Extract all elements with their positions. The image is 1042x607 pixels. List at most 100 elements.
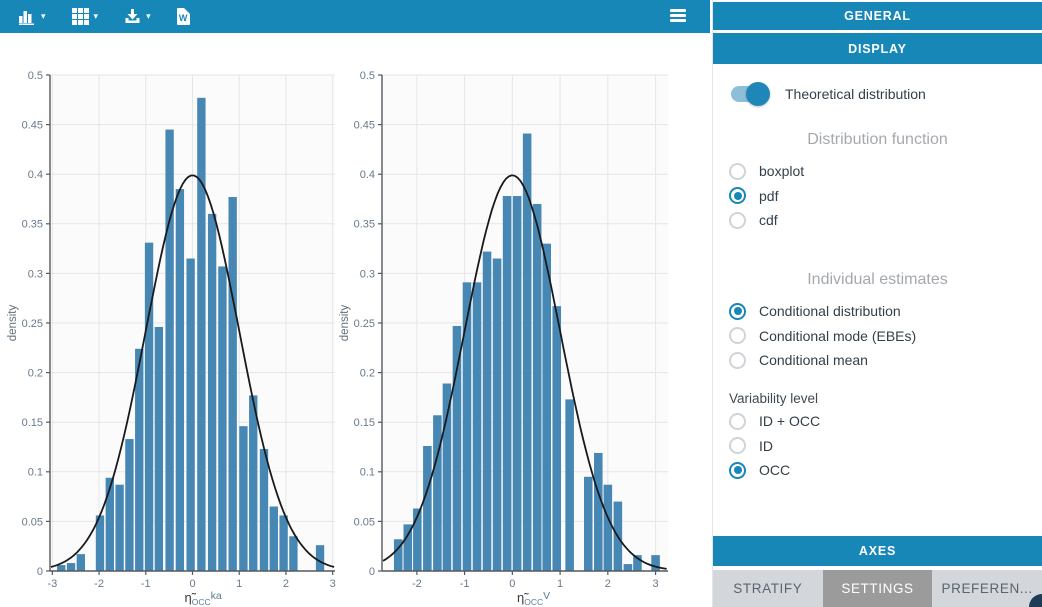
radio-circle-icon bbox=[729, 211, 746, 229]
x-tick-label: 0 bbox=[509, 578, 515, 590]
histogram-bar bbox=[472, 282, 482, 571]
bar-chart-icon bbox=[19, 11, 34, 25]
histogram-bar bbox=[433, 415, 442, 571]
histogram-bar bbox=[532, 203, 542, 571]
y-axis-title: density bbox=[339, 305, 351, 342]
caret-down-icon: ▾ bbox=[41, 11, 46, 21]
radio-circle-icon bbox=[729, 162, 746, 180]
x-tick-label: 3 bbox=[653, 578, 659, 590]
radio-id[interactable]: ID bbox=[713, 434, 1042, 459]
theoretical-pdf-curve bbox=[382, 174, 667, 570]
histogram-bar bbox=[552, 306, 562, 571]
y-tick-label: 0.5 bbox=[360, 70, 375, 82]
radio-circle-icon bbox=[729, 351, 746, 369]
x-axis-title: η̃OCCka bbox=[185, 590, 222, 607]
histogram-bar bbox=[165, 129, 174, 571]
y-axis-title: density bbox=[7, 305, 19, 342]
histogram-bar bbox=[269, 506, 278, 571]
x-tick-label: -1 bbox=[141, 578, 151, 590]
histogram-bar bbox=[583, 476, 593, 571]
general-section-header[interactable]: GENERAL bbox=[713, 2, 1042, 30]
histogram-bar bbox=[512, 196, 522, 572]
histogram-bar bbox=[249, 395, 258, 571]
histogram-bar bbox=[144, 242, 154, 571]
radio-id-occ[interactable]: ID + OCC bbox=[713, 409, 1042, 434]
y-tick-label: 0.4 bbox=[360, 169, 375, 181]
theoretical-distribution-toggle[interactable] bbox=[731, 82, 770, 106]
histogram-bar bbox=[423, 446, 432, 571]
download-icon bbox=[125, 9, 140, 23]
histogram-bar bbox=[105, 477, 114, 571]
y-tick-label: 0 bbox=[37, 566, 43, 578]
histogram-bar bbox=[603, 484, 613, 571]
theoretical-pdf-curve bbox=[50, 174, 335, 568]
histogram-bar bbox=[623, 564, 633, 571]
histogram-bar bbox=[135, 348, 144, 571]
histogram-bar bbox=[651, 555, 660, 571]
tab-preferences[interactable]: PREFEREN... bbox=[941, 581, 1033, 596]
chart-type-button[interactable]: ▾ bbox=[18, 8, 46, 25]
histogram-bar bbox=[154, 326, 164, 571]
histogram-bar bbox=[95, 515, 105, 571]
y-tick-label: 0.15 bbox=[22, 417, 43, 429]
y-tick-label: 0.4 bbox=[28, 169, 43, 181]
axes-section-header[interactable]: AXES bbox=[713, 536, 1042, 566]
hamburger-menu-icon[interactable] bbox=[670, 9, 686, 24]
tab-stratify[interactable]: STRATIFY bbox=[733, 581, 803, 596]
histogram-bar bbox=[442, 383, 452, 571]
word-report-button[interactable]: W bbox=[176, 8, 190, 25]
histogram-bar bbox=[66, 563, 76, 571]
histogram-bar bbox=[633, 555, 642, 571]
x-tick-label: -2 bbox=[94, 578, 104, 590]
radio-pdf[interactable]: pdf bbox=[713, 184, 1042, 209]
display-section-header[interactable]: DISPLAY bbox=[713, 33, 1042, 64]
x-tick-label: 2 bbox=[605, 578, 611, 590]
variability-level-label: Variability level bbox=[729, 391, 819, 406]
histogram-bar bbox=[207, 213, 217, 571]
radio-circle-icon bbox=[729, 437, 746, 455]
individual-estimates-heading: Individual estimates bbox=[807, 271, 948, 288]
grid-icon bbox=[71, 8, 89, 25]
radio-conditional-distribution[interactable]: Conditional distribution bbox=[713, 299, 1042, 324]
toggle-label: Theoretical distribution bbox=[785, 86, 926, 102]
x-tick-label: 1 bbox=[236, 578, 242, 590]
x-tick-label: -2 bbox=[412, 578, 422, 590]
radio-conditional-mode[interactable]: Conditional mode (EBEs) bbox=[713, 324, 1042, 349]
y-tick-label: 0.5 bbox=[28, 70, 43, 82]
radio-circle-icon bbox=[729, 412, 746, 430]
layout-grid-button[interactable]: ▾ bbox=[71, 8, 98, 25]
y-tick-label: 0.3 bbox=[360, 268, 375, 280]
radio-circle-icon bbox=[729, 327, 746, 345]
histogram-bar bbox=[594, 452, 603, 571]
x-tick-label: 2 bbox=[283, 578, 289, 590]
histogram-bar bbox=[482, 251, 492, 572]
y-tick-label: 0.35 bbox=[354, 219, 375, 231]
histogram-bar bbox=[315, 545, 325, 571]
histogram-bar bbox=[175, 189, 185, 571]
radio-boxplot[interactable]: boxplot bbox=[713, 159, 1042, 184]
y-tick-label: 0.15 bbox=[354, 417, 375, 429]
y-tick-label: 0.45 bbox=[22, 119, 43, 131]
distribution-function-group: boxplot pdf cdf bbox=[713, 159, 1042, 233]
histogram-bar bbox=[57, 565, 66, 571]
histogram-bar bbox=[393, 539, 403, 571]
histogram-bar bbox=[115, 484, 124, 571]
export-download-button[interactable]: ▾ bbox=[124, 8, 151, 25]
radio-circle-icon bbox=[729, 461, 746, 479]
x-tick-label: 0 bbox=[189, 578, 195, 590]
histogram-bar bbox=[289, 536, 298, 571]
histogram-bar bbox=[452, 325, 462, 571]
y-tick-label: 0.2 bbox=[360, 367, 375, 379]
tab-settings[interactable]: SETTINGS bbox=[822, 570, 933, 607]
radio-cdf[interactable]: cdf bbox=[713, 208, 1042, 233]
y-tick-label: 0.35 bbox=[22, 219, 43, 231]
histogram-bar bbox=[239, 426, 248, 571]
density-chart-ka: 0 0.05 0.1 0.15 0.2 0.25 0.3 0.35 0.4 0.45 0.5 -3 -2… bbox=[7, 70, 336, 607]
y-tick-label: 0.05 bbox=[22, 516, 43, 528]
y-tick-label: 0.3 bbox=[28, 268, 43, 280]
word-file-letter: W bbox=[178, 13, 188, 24]
radio-conditional-mean[interactable]: Conditional mean bbox=[713, 348, 1042, 373]
radio-occ[interactable]: OCC bbox=[713, 458, 1042, 483]
resize-grip[interactable] bbox=[1029, 594, 1042, 607]
